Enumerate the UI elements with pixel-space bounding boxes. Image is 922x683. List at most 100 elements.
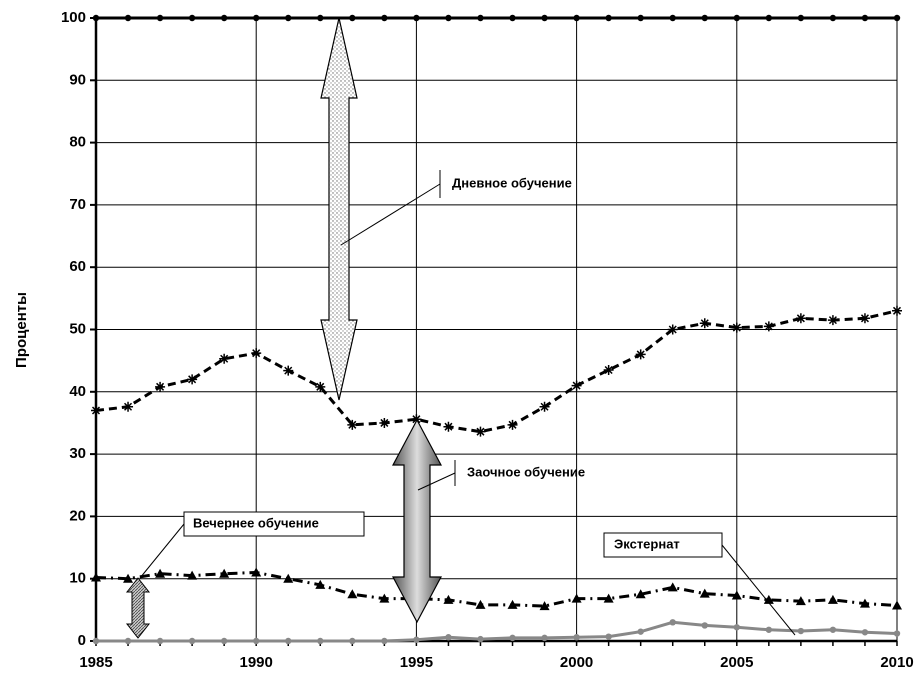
point (123, 401, 134, 412)
annotation-box (183, 511, 365, 537)
point (475, 426, 486, 437)
point (603, 593, 614, 603)
point (765, 626, 773, 633)
point (477, 14, 484, 22)
point (539, 601, 550, 611)
y-tick-label: 100 (61, 9, 86, 26)
point (413, 14, 420, 22)
point (155, 568, 166, 578)
leader (721, 544, 796, 636)
point (797, 627, 805, 635)
point (893, 630, 901, 637)
point (507, 419, 518, 430)
point (509, 14, 516, 22)
point (667, 324, 678, 335)
point (827, 315, 838, 326)
point (477, 635, 484, 643)
point (315, 381, 326, 392)
point (573, 14, 580, 22)
point (381, 14, 388, 22)
point (603, 364, 614, 375)
y-tick-label: 40 (69, 383, 86, 400)
point (349, 14, 356, 22)
point (669, 14, 676, 22)
point (219, 353, 230, 364)
point (763, 321, 774, 332)
point (283, 365, 294, 376)
arrow-extramural (392, 418, 442, 624)
point (124, 637, 132, 645)
point (220, 14, 228, 22)
point (253, 637, 260, 645)
y-tick-label: 80 (69, 134, 86, 151)
point (509, 634, 516, 642)
point (219, 568, 230, 578)
series-line (95, 309, 898, 434)
point (347, 589, 358, 599)
annotations: Дневное обучение Заочное обучение Вечерн… (125, 17, 796, 639)
point (156, 14, 164, 22)
y-tick-label: 60 (69, 258, 86, 275)
x-tick-label: 2010 (880, 654, 913, 671)
leader (139, 523, 185, 579)
point (635, 589, 646, 599)
point (92, 637, 100, 645)
point (541, 14, 548, 22)
point (283, 573, 294, 583)
y-tick-label: 30 (69, 445, 86, 462)
point (381, 637, 388, 645)
y-tick-label: 50 (69, 320, 86, 337)
point (733, 14, 740, 22)
point (317, 637, 324, 645)
x-tick-label: 1985 (79, 654, 112, 671)
point (91, 572, 101, 582)
point (541, 634, 548, 642)
x-tick-label: 2005 (720, 654, 753, 671)
point (667, 582, 678, 592)
annotation: Заочное обучение (467, 464, 585, 479)
point (859, 598, 870, 608)
point (445, 14, 452, 22)
point (187, 570, 198, 580)
point (379, 417, 390, 428)
y-tick-label: 70 (69, 196, 86, 213)
point (637, 14, 644, 22)
arrow-day (320, 17, 358, 401)
point (187, 374, 198, 385)
leader (417, 472, 456, 491)
point (571, 380, 582, 391)
point (315, 579, 326, 589)
point (155, 381, 166, 392)
point (829, 14, 837, 22)
point (795, 313, 806, 324)
y-tick-label: 90 (69, 71, 86, 88)
point (124, 14, 132, 22)
point (539, 401, 550, 412)
y-axis-label: Проценты (13, 292, 30, 368)
point (413, 636, 420, 643)
point (156, 637, 164, 645)
point (571, 593, 582, 603)
x-tick-label: 1990 (240, 654, 273, 671)
series-line (95, 570, 898, 608)
point (701, 622, 708, 629)
point (699, 318, 710, 329)
point (859, 313, 870, 324)
point (285, 14, 292, 22)
point (733, 624, 740, 631)
point (91, 405, 101, 416)
point (317, 14, 324, 22)
point (892, 600, 902, 610)
point (701, 14, 708, 22)
point (669, 619, 676, 626)
y-tick-label: 0 (78, 632, 86, 649)
point (411, 414, 422, 425)
point (253, 14, 260, 22)
point (829, 626, 837, 633)
y-tick-label: 20 (69, 507, 86, 524)
point (443, 421, 454, 432)
point (507, 599, 518, 609)
point (765, 14, 773, 22)
grid: 0 10 20 30 40 50 60 70 80 90 100 1985 1990 1995 2000 20… (61, 9, 914, 671)
